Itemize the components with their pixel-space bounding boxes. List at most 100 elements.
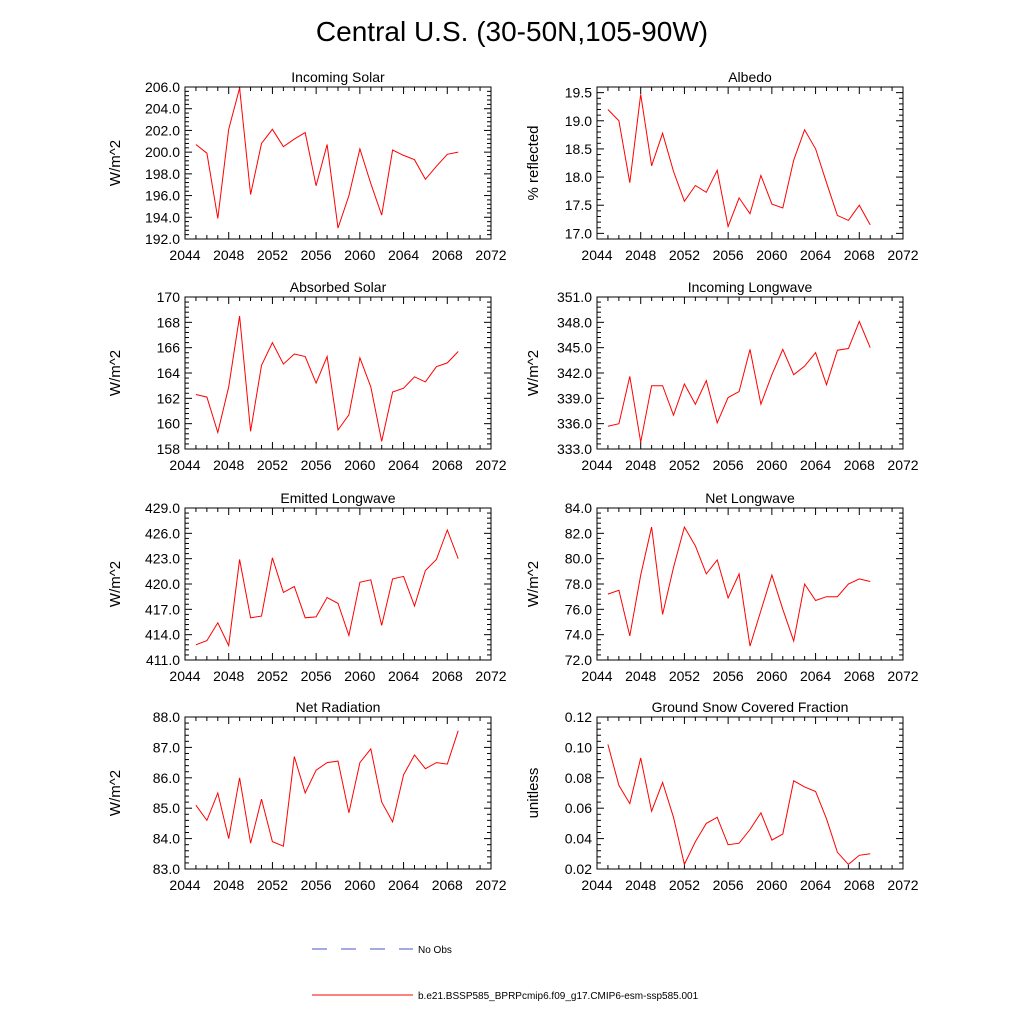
y-tick-label: 0.12 <box>565 709 592 725</box>
panel-title: Incoming Longwave <box>688 279 813 295</box>
x-tick-label: 2048 <box>213 247 244 263</box>
y-tick-label: 78.0 <box>565 576 592 592</box>
x-tick-label: 2052 <box>257 877 288 893</box>
plot-frame <box>596 296 904 450</box>
x-tick-label: 2056 <box>301 247 332 263</box>
chart-panel: Net Radiation W/m^2 2044 2048 2052 2056 2060 20… <box>107 699 507 893</box>
y-tick-label: 87.0 <box>153 739 180 755</box>
x-tick-label: 2072 <box>475 457 506 473</box>
y-tick-label: 88.0 <box>153 709 180 725</box>
x-tick-label: 2052 <box>257 457 288 473</box>
y-tick-label: 18.0 <box>565 169 592 185</box>
x-tick-label: 2056 <box>713 877 744 893</box>
x-tick-label: 2064 <box>388 877 419 893</box>
x-tick-label: 2052 <box>257 247 288 263</box>
chart-panel: Incoming Longwave W/m^2 2044 2048 2052 2056 20… <box>525 279 919 473</box>
x-tick-label: 2072 <box>887 668 918 684</box>
x-tick-label: 2056 <box>713 247 744 263</box>
y-tick-label: 19.0 <box>565 113 592 129</box>
y-axis-label: W/m^2 <box>107 770 124 816</box>
x-tick-label: 2060 <box>344 877 375 893</box>
chart-panel: Net Longwave W/m^2 2044 2048 2052 2056 2060 206… <box>525 490 919 684</box>
x-tick-label: 2044 <box>581 668 612 684</box>
y-tick-label: 0.02 <box>565 861 592 877</box>
y-tick-label: 345.0 <box>557 340 592 356</box>
y-axis-label: unitless <box>525 768 542 819</box>
y-tick-label: 336.0 <box>557 416 592 432</box>
series-line <box>607 320 871 443</box>
y-tick-label: 411.0 <box>146 652 180 668</box>
legend: No Obs b.e21.BSSP585_BPRPcmip6.f09_g17.C… <box>312 945 699 1002</box>
x-tick-label: 2072 <box>475 247 506 263</box>
chart-panel: Ground Snow Covered Fraction unitless 2044… <box>525 699 919 893</box>
x-tick-label: 2068 <box>844 877 875 893</box>
y-tick-label: 333.0 <box>557 441 592 457</box>
y-tick-label: 429.0 <box>145 500 180 516</box>
y-tick-label: 76.0 <box>565 601 592 617</box>
y-axis-label: W/m^2 <box>107 140 124 186</box>
series-line <box>607 94 871 229</box>
x-tick-label: 2056 <box>301 877 332 893</box>
x-tick-label: 2048 <box>213 877 244 893</box>
y-axis-label: W/m^2 <box>525 561 542 607</box>
x-tick-label: 2060 <box>344 668 375 684</box>
x-tick-label: 2060 <box>756 877 787 893</box>
x-tick-label: 2048 <box>625 877 656 893</box>
chart-panel: Absorbed Solar W/m^2 2044 2048 2052 2056 2060 2… <box>107 279 507 473</box>
y-tick-label: 19.5 <box>565 85 592 101</box>
x-tick-label: 2052 <box>669 457 700 473</box>
y-tick-label: 414.0 <box>145 627 180 643</box>
x-tick-label: 2052 <box>669 668 700 684</box>
x-tick-label: 2068 <box>844 247 875 263</box>
y-axis-label: % reflected <box>525 125 542 200</box>
x-tick-label: 2048 <box>625 457 656 473</box>
x-tick-label: 2068 <box>844 668 875 684</box>
series-line <box>607 744 871 866</box>
y-axis-label: W/m^2 <box>107 561 124 607</box>
x-tick-label: 2072 <box>887 457 918 473</box>
x-tick-label: 2064 <box>800 668 831 684</box>
x-tick-label: 2044 <box>581 457 612 473</box>
panel-title: Emitted Longwave <box>280 490 395 506</box>
x-tick-label: 2068 <box>432 877 463 893</box>
y-tick-label: 0.04 <box>565 831 592 847</box>
chart-panel: Emitted Longwave W/m^2 2044 2048 2052 2056 206… <box>107 490 507 684</box>
x-tick-label: 2044 <box>581 877 612 893</box>
y-tick-label: 72.0 <box>565 652 592 668</box>
y-tick-label: 0.06 <box>565 800 592 816</box>
x-tick-label: 2072 <box>887 247 918 263</box>
y-tick-label: 84.0 <box>565 500 592 516</box>
panel-title: Net Longwave <box>705 490 795 506</box>
y-tick-label: 204.0 <box>145 101 180 117</box>
x-tick-label: 2068 <box>844 457 875 473</box>
legend-obs-label: No Obs <box>418 945 452 956</box>
x-tick-label: 2056 <box>713 457 744 473</box>
plot-frame <box>184 507 492 661</box>
y-tick-label: 80.0 <box>565 551 592 567</box>
y-tick-label: 426.0 <box>145 525 180 541</box>
y-tick-label: 85.0 <box>153 800 180 816</box>
x-tick-label: 2044 <box>169 668 200 684</box>
y-tick-label: 17.0 <box>565 225 592 241</box>
plot-frame <box>596 716 904 870</box>
panels: Incoming Solar W/m^2 2044 2048 2052 2056 2060 2… <box>107 69 919 893</box>
series-line <box>195 730 459 847</box>
x-tick-label: 2068 <box>432 457 463 473</box>
x-tick-label: 2060 <box>756 247 787 263</box>
panel-title: Absorbed Solar <box>290 279 387 295</box>
x-tick-label: 2044 <box>169 877 200 893</box>
y-tick-label: 164 <box>157 365 181 381</box>
y-axis-label: W/m^2 <box>525 350 542 396</box>
y-tick-label: 168 <box>157 314 181 330</box>
y-tick-label: 158 <box>157 441 181 457</box>
x-tick-label: 2060 <box>344 247 375 263</box>
y-tick-label: 82.0 <box>565 525 592 541</box>
series-line <box>195 528 459 648</box>
y-tick-label: 0.10 <box>565 739 592 755</box>
y-tick-label: 417.0 <box>145 601 180 617</box>
x-tick-label: 2056 <box>713 668 744 684</box>
y-tick-label: 83.0 <box>153 861 180 877</box>
y-tick-label: 17.5 <box>565 197 592 213</box>
y-axis-label: W/m^2 <box>107 350 124 396</box>
